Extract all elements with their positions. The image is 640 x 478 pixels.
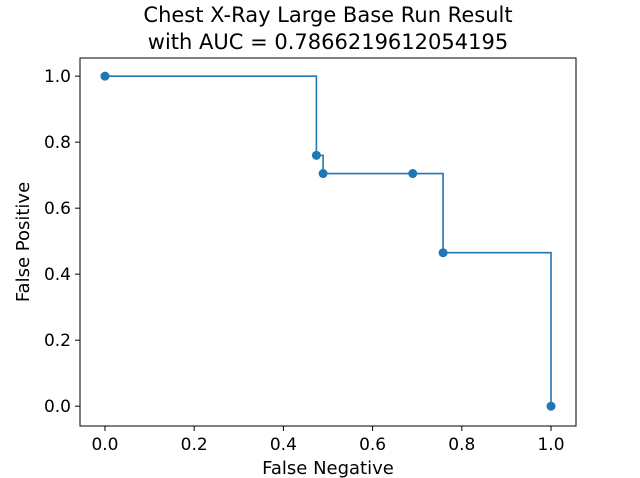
x-tick-label: 0.2	[181, 435, 208, 455]
data-point	[311, 150, 321, 160]
x-tick-label: 0.4	[270, 435, 297, 455]
y-tick-label: 0.4	[44, 265, 71, 285]
chart-title-line-1: Chest X-Ray Large Base Run Result	[143, 3, 512, 27]
y-tick-label: 0.8	[44, 133, 71, 153]
axes-frame	[79, 57, 577, 427]
x-tick-label: 0.6	[359, 435, 386, 455]
x-axis-label: False Negative	[262, 458, 394, 478]
y-tick-label: 0.6	[44, 199, 71, 219]
data-point	[546, 401, 556, 411]
y-tick-label: 0.0	[44, 397, 71, 417]
x-tick-label: 1.0	[537, 435, 564, 455]
chart-title-line-2: with AUC = 0.7866219612054195	[148, 30, 508, 54]
y-tick-label: 0.2	[44, 331, 71, 351]
data-point	[408, 169, 418, 179]
data-point	[318, 169, 328, 179]
x-axis: 0.0 0.2 0.4 0.6 0.8 1.0	[91, 426, 565, 455]
x-tick-label: 0.8	[448, 435, 475, 455]
x-tick-label: 0.0	[91, 435, 118, 455]
series-line	[104, 75, 552, 407]
plot-area	[100, 71, 556, 411]
y-axis-label: False Positive	[13, 182, 34, 302]
data-point	[438, 248, 448, 258]
y-tick-label: 1.0	[44, 67, 71, 87]
data-point	[100, 71, 110, 81]
y-axis: 0.0 0.2 0.4 0.6 0.8 1.0	[44, 67, 80, 417]
